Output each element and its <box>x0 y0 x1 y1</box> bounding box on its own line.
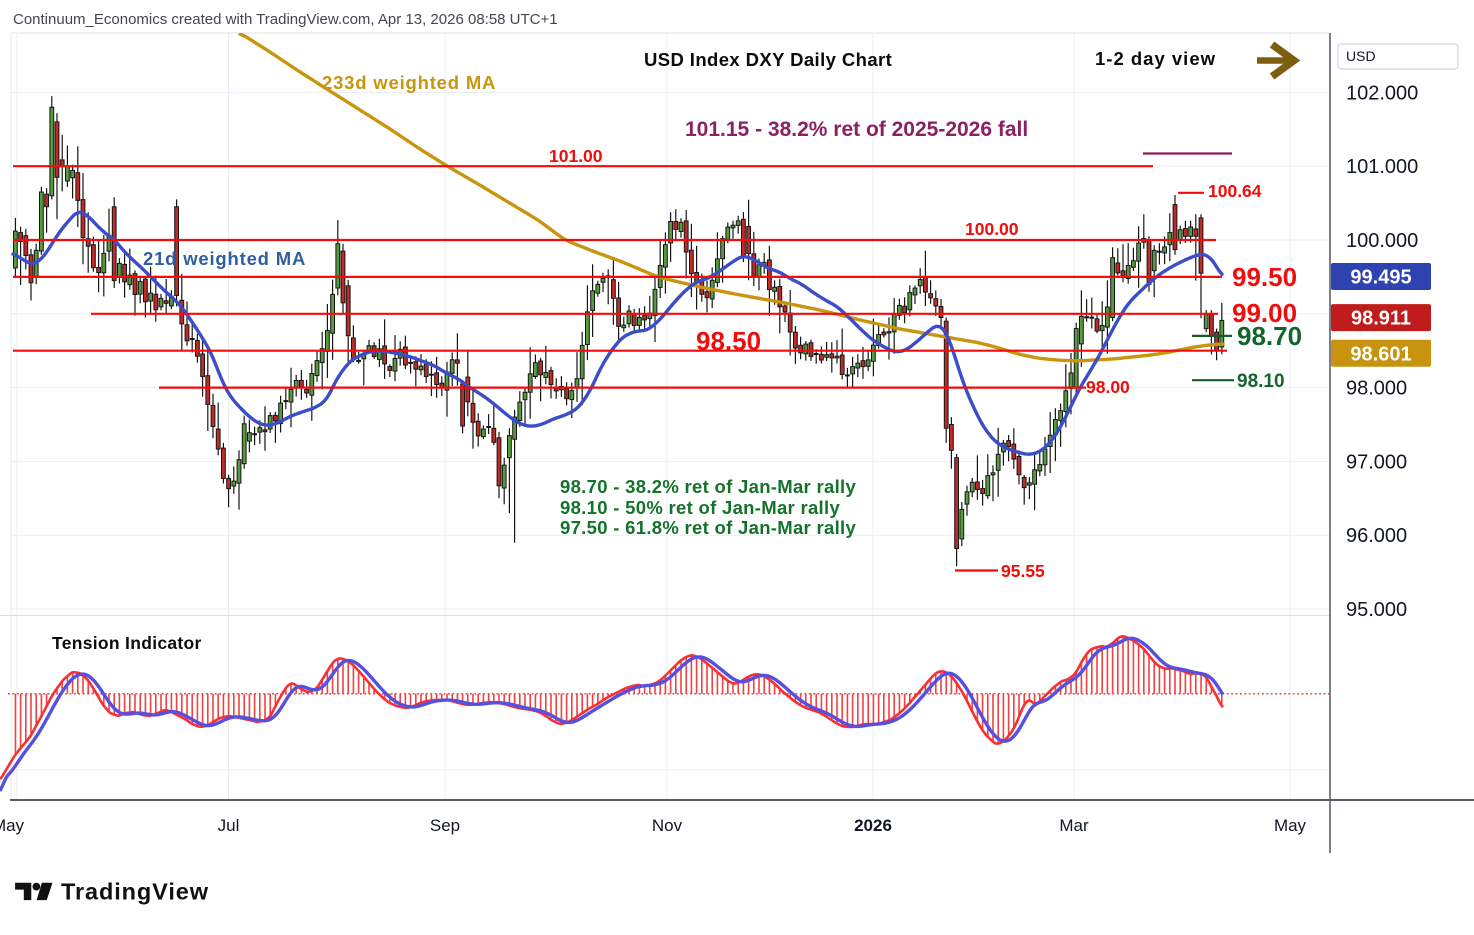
svg-text:2026: 2026 <box>854 816 892 835</box>
svg-text:99.495: 99.495 <box>1350 267 1411 289</box>
svg-text:Nov: Nov <box>652 816 683 835</box>
svg-text:Mar: Mar <box>1059 816 1089 835</box>
svg-text:101.000: 101.000 <box>1346 156 1418 178</box>
svg-text:98.000: 98.000 <box>1346 378 1407 400</box>
svg-text:100.00: 100.00 <box>965 219 1019 239</box>
svg-text:98.10: 98.10 <box>1237 371 1285 392</box>
svg-text:97.50 - 61.8% ret of Jan-Mar r: 97.50 - 61.8% ret of Jan-Mar rally <box>560 517 856 538</box>
svg-text:97.000: 97.000 <box>1346 451 1407 473</box>
svg-text:98.50: 98.50 <box>696 326 761 356</box>
svg-text:100.000: 100.000 <box>1346 230 1418 252</box>
svg-text:99.00: 99.00 <box>1232 298 1297 328</box>
svg-text:Tension Indicator: Tension Indicator <box>52 633 202 653</box>
svg-text:98.70 - 38.2% ret of Jan-Mar r: 98.70 - 38.2% ret of Jan-Mar rally <box>560 476 856 497</box>
svg-text:1-2 day view: 1-2 day view <box>1095 48 1216 69</box>
svg-text:101.15 - 38.2% ret of 2025-202: 101.15 - 38.2% ret of 2025-2026 fall <box>685 118 1028 141</box>
svg-text:98.00: 98.00 <box>1086 377 1130 397</box>
svg-text:98.10 - 50% ret of Jan-Mar ral: 98.10 - 50% ret of Jan-Mar rally <box>560 497 840 518</box>
svg-text:USD Index DXY Daily Chart: USD Index DXY Daily Chart <box>644 49 892 70</box>
svg-text:May: May <box>1274 816 1307 835</box>
svg-text:May: May <box>0 816 25 835</box>
svg-text:99.50: 99.50 <box>1232 262 1297 292</box>
svg-text:Sep: Sep <box>430 816 460 835</box>
svg-text:21d weighted MA: 21d weighted MA <box>143 248 306 269</box>
svg-text:96.000: 96.000 <box>1346 525 1407 547</box>
svg-text:TradingView: TradingView <box>61 879 209 905</box>
svg-text:233d weighted MA: 233d weighted MA <box>322 72 496 93</box>
svg-text:98.911: 98.911 <box>1351 308 1411 330</box>
svg-text:USD: USD <box>1346 48 1376 64</box>
svg-text:102.000: 102.000 <box>1346 82 1418 104</box>
svg-text:101.00: 101.00 <box>549 146 603 166</box>
svg-text:98.70: 98.70 <box>1237 321 1302 351</box>
svg-text:95.000: 95.000 <box>1346 599 1407 621</box>
svg-text:95.55: 95.55 <box>1001 561 1045 581</box>
svg-text:98.601: 98.601 <box>1350 343 1411 365</box>
svg-text:Jul: Jul <box>218 816 240 835</box>
svg-text:100.64: 100.64 <box>1208 181 1262 201</box>
svg-text:Continuum_Economics created wi: Continuum_Economics created with Trading… <box>13 11 558 28</box>
